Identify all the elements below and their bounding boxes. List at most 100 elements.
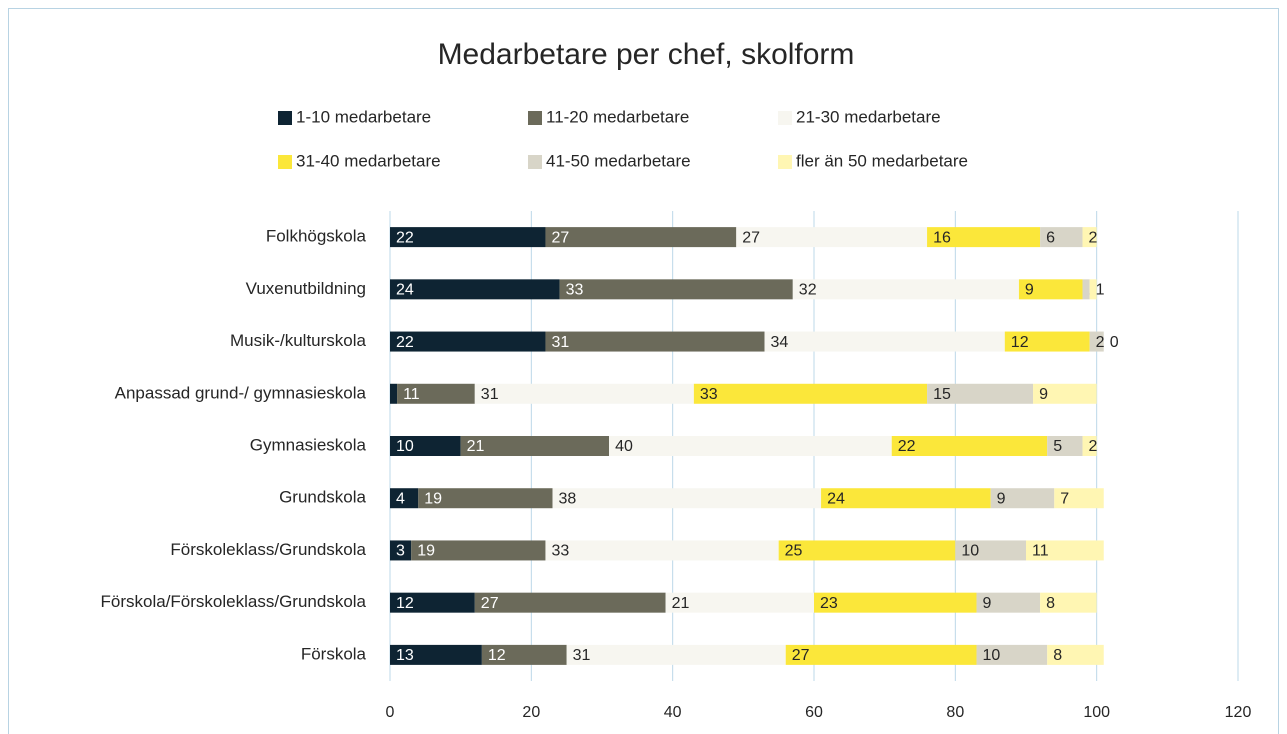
data-label: 11	[403, 386, 420, 403]
y-tick-label: Förskola/Förskoleklass/Grundskola	[101, 592, 367, 611]
data-label: 10	[396, 438, 414, 455]
data-label: 10	[961, 543, 979, 560]
data-label: 6	[1046, 229, 1055, 246]
y-tick-label: Anpassad grund-/ gymnasieskola	[115, 383, 367, 402]
bar-segment	[481, 644, 567, 665]
bar-segment	[1047, 436, 1083, 456]
bar-segment	[1026, 540, 1104, 561]
y-tick-label: Förskola	[301, 644, 367, 663]
y-tick-label: Grundskola	[279, 488, 366, 507]
data-label: 24	[396, 282, 414, 299]
bar-segment	[474, 383, 694, 404]
y-tick-label: Förskoleklass/Grundskola	[170, 540, 366, 559]
legend-label: 31-40 medarbetare	[296, 151, 441, 170]
bar-segment	[552, 488, 822, 509]
data-label: 19	[424, 490, 442, 507]
data-label: 31	[573, 647, 591, 664]
bar-segment	[1018, 279, 1083, 300]
x-tick-label: 40	[664, 704, 682, 721]
bar-segment	[1082, 436, 1097, 456]
data-label: 19	[417, 543, 435, 560]
data-label: 31	[551, 334, 569, 351]
bar-segment	[1089, 331, 1104, 352]
bar-segment	[792, 279, 1019, 300]
data-label: 33	[566, 282, 584, 299]
bar-segment	[1040, 227, 1083, 248]
bar-segment	[1033, 383, 1097, 404]
bar-segment	[390, 383, 398, 404]
legend-swatch	[528, 111, 542, 125]
data-label: 2	[1096, 334, 1105, 351]
bar-segment	[390, 540, 412, 561]
data-label: 21	[467, 438, 485, 455]
data-label: 33	[551, 543, 569, 560]
bar-segment	[474, 592, 666, 613]
bar-segment	[390, 592, 475, 613]
data-label: 21	[672, 595, 690, 612]
bar-segment	[460, 436, 610, 456]
bar-segment	[411, 540, 546, 561]
legend-swatch	[278, 111, 292, 125]
y-tick-label: Vuxenutbildning	[246, 279, 366, 298]
bar-segment	[693, 383, 928, 404]
chart-border	[8, 8, 1279, 734]
legend-label: 1-10 medarbetare	[296, 107, 431, 126]
bar-segment	[390, 227, 546, 248]
bar-segment	[814, 592, 977, 613]
bar-segment	[1047, 644, 1104, 665]
data-label: 32	[799, 282, 817, 299]
data-label: 27	[792, 647, 810, 664]
x-tick-label: 120	[1225, 704, 1252, 721]
data-label: 12	[396, 595, 414, 612]
legend-swatch	[278, 155, 292, 169]
bar-segment	[665, 592, 814, 613]
data-label: 23	[820, 595, 838, 612]
bar-segment	[545, 331, 765, 352]
bar-segment	[390, 488, 419, 509]
legend-swatch	[778, 111, 792, 125]
legend-label: 41-50 medarbetare	[546, 151, 691, 170]
data-label: 4	[396, 490, 405, 507]
x-tick-label: 20	[522, 704, 540, 721]
bar-segment	[390, 331, 546, 352]
data-label: 33	[700, 386, 718, 403]
data-label: 22	[396, 229, 414, 246]
data-label: 9	[997, 490, 1006, 507]
bar-segment	[821, 488, 991, 509]
data-label: 2	[1089, 438, 1098, 455]
data-label: 10	[983, 647, 1001, 664]
legend-label: 11-20 medarbetare	[546, 107, 689, 126]
bar-segment	[1054, 488, 1104, 509]
legend-swatch	[528, 155, 542, 169]
bar-segment	[1004, 331, 1090, 352]
data-label: 24	[827, 490, 845, 507]
y-tick-label: Folkhögskola	[266, 227, 367, 246]
data-label: 12	[1011, 334, 1029, 351]
data-label: 9	[1025, 282, 1034, 299]
bar-segment	[785, 644, 977, 665]
data-label: 7	[1060, 490, 1069, 507]
bar-segment	[927, 383, 1034, 404]
bar-segment	[1082, 279, 1090, 300]
bar-segment	[976, 592, 1041, 613]
bar-segment	[927, 227, 1041, 248]
data-label: 2	[1089, 229, 1098, 246]
chart-title: Medarbetare per chef, skolform	[438, 38, 855, 71]
x-tick-label: 60	[805, 704, 823, 721]
x-tick-label: 80	[946, 704, 964, 721]
bar-segment	[1082, 227, 1097, 248]
bar-segment	[736, 227, 928, 248]
bar-segment	[390, 644, 482, 665]
data-label: 27	[481, 595, 499, 612]
data-label: 27	[551, 229, 569, 246]
data-label: 22	[396, 334, 414, 351]
data-label: 22	[898, 438, 916, 455]
bar-segment	[418, 488, 553, 509]
bar-segment	[390, 436, 461, 456]
data-label: 9	[1039, 386, 1048, 403]
data-label: 1	[1096, 282, 1105, 299]
data-label: 25	[785, 543, 803, 560]
data-label: 5	[1053, 438, 1062, 455]
